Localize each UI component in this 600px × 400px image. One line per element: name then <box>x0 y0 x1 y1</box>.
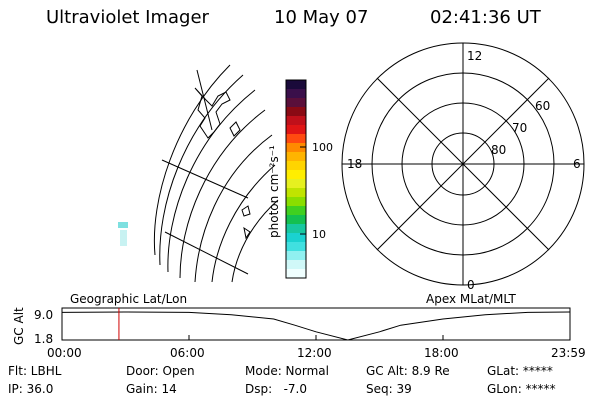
colorbar-cell <box>286 152 306 162</box>
lat-arc-4 <box>179 109 266 279</box>
lat-arc-7 <box>231 199 279 283</box>
colorbar-cell <box>286 224 306 234</box>
status-glat: GLat: ***** <box>487 364 553 378</box>
colorbar-cell <box>286 179 306 189</box>
gc-alt-series-line <box>61 311 571 341</box>
colorbar-cell <box>286 260 306 270</box>
status-glon: GLon: ***** <box>487 382 556 396</box>
colorbar-cell <box>286 215 306 225</box>
colorbar-cell <box>286 242 306 252</box>
colorbar-cell <box>286 188 306 198</box>
status-door: Door: Open <box>126 364 195 378</box>
colorbar-cell <box>286 206 306 216</box>
meridian-2 <box>164 231 249 275</box>
mlt-label-6: 6 <box>573 157 581 171</box>
alt-ylabel: GC Alt <box>12 307 26 345</box>
lat-arc-6 <box>211 164 276 283</box>
alt-ytick-1.8: 1.8 <box>34 332 53 346</box>
mlt-label-0: 0 <box>467 278 475 292</box>
status-dsp: Dsp: -7.0 <box>245 382 308 396</box>
time-label: 02:41:36 UT <box>430 7 541 28</box>
status-gain: Gain: 14 <box>126 382 177 396</box>
coastline <box>194 87 231 139</box>
colorbar-cell <box>286 107 306 117</box>
mlat-label-60: 60 <box>535 99 550 113</box>
meridian-3 <box>196 69 213 131</box>
status-mode: Mode: Normal <box>245 364 329 378</box>
colorbar-cell <box>286 125 306 135</box>
colorbar-cell <box>286 170 306 180</box>
alt-xtick-12: 12:00 <box>297 346 332 360</box>
mlt-label-18: 18 <box>347 157 362 171</box>
colorbar-cell <box>286 80 306 90</box>
colorbar-cell <box>286 116 306 126</box>
coastline-2 <box>229 121 241 137</box>
colorbar-cell <box>286 251 306 261</box>
status-gc-alt: GC Alt: 8.9 Re <box>366 364 450 378</box>
mlat-label-70: 70 <box>512 121 527 135</box>
mlt-diag-2 <box>376 77 550 251</box>
instrument-title: Ultraviolet Imager <box>46 7 209 28</box>
colorbar-label: photon cm⁻²s⁻¹ <box>267 145 281 238</box>
date-label: 10 May 07 <box>274 7 369 28</box>
alt-xtick-6: 06:00 <box>170 346 205 360</box>
colorbar-cell <box>286 89 306 99</box>
apex-caption: Apex MLat/MLT <box>426 292 516 306</box>
colorbar-cell <box>286 161 306 171</box>
status-ip: IP: 36.0 <box>8 382 54 396</box>
mlt-label-12: 12 <box>467 49 482 63</box>
coastline-3 <box>241 205 251 217</box>
colorbar-cell <box>286 197 306 207</box>
colorbar-tick-10: 10 <box>312 228 326 241</box>
alt-ytick-9: 9.0 <box>34 308 53 322</box>
alt-xtick-18: 18:00 <box>424 346 459 360</box>
colorbar-cell <box>286 233 306 243</box>
alt-xtick-2359: 23:59 <box>551 346 586 360</box>
emission-patch-2 <box>120 230 127 246</box>
emission-patch <box>118 222 128 228</box>
colorbar-cell <box>286 134 306 144</box>
meridian-1 <box>161 159 249 199</box>
colorbar-tick-100: 100 <box>312 141 333 154</box>
status-seq: Seq: 39 <box>366 382 412 396</box>
lat-arc-5 <box>194 134 273 283</box>
alt-xtick-0: 00:00 <box>47 346 82 360</box>
colorbar-cell <box>286 98 306 108</box>
status-flt: Flt: LBHL <box>8 364 62 378</box>
lat-arc-3 <box>167 89 256 273</box>
coastline-4 <box>243 226 251 240</box>
alt-xticks <box>188 335 444 340</box>
mlat-label-80: 80 <box>491 143 506 157</box>
colorbar-cell <box>286 143 306 153</box>
geographic-caption: Geographic Lat/Lon <box>70 292 188 306</box>
lat-arc-1 <box>153 64 231 256</box>
colorbar-cell <box>286 269 306 279</box>
